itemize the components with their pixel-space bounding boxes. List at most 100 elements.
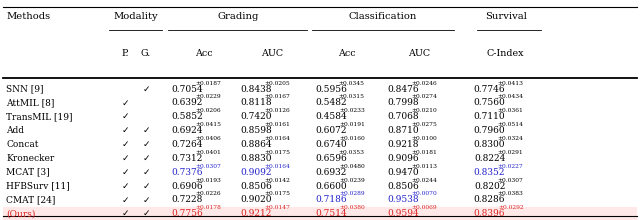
Text: 0.7312: 0.7312 <box>172 154 204 163</box>
Text: $\checkmark$: $\checkmark$ <box>121 168 129 177</box>
Text: 0.9594: 0.9594 <box>387 209 419 218</box>
Text: ±0.0161: ±0.0161 <box>264 122 290 127</box>
Text: ±0.0380: ±0.0380 <box>339 205 365 210</box>
Bar <box>3 207 637 220</box>
Text: ±0.0100: ±0.0100 <box>412 136 437 141</box>
Text: $\checkmark$: $\checkmark$ <box>142 154 150 163</box>
Text: AttMIL [8]: AttMIL [8] <box>6 99 55 107</box>
Text: 0.6596: 0.6596 <box>315 154 347 163</box>
Text: ±0.0315: ±0.0315 <box>339 94 365 99</box>
Text: ±0.0164: ±0.0164 <box>264 136 290 141</box>
Text: MCAT [3]: MCAT [3] <box>6 168 50 177</box>
Text: ±0.0275: ±0.0275 <box>412 122 437 127</box>
Text: ±0.0226: ±0.0226 <box>196 191 221 196</box>
Text: 0.7420: 0.7420 <box>240 112 272 121</box>
Text: 0.7514: 0.7514 <box>315 209 347 218</box>
Text: ±0.0415: ±0.0415 <box>195 122 221 127</box>
Text: 0.8506: 0.8506 <box>240 182 272 191</box>
Text: ±0.0206: ±0.0206 <box>196 108 221 113</box>
Text: 0.5482: 0.5482 <box>315 99 347 107</box>
Text: 0.7186: 0.7186 <box>315 196 347 204</box>
Text: ±0.0413: ±0.0413 <box>497 81 524 86</box>
Text: 0.6072: 0.6072 <box>315 126 347 135</box>
Text: ±0.0244: ±0.0244 <box>412 178 437 183</box>
Text: Modality: Modality <box>113 12 157 21</box>
Text: 0.7376: 0.7376 <box>172 168 204 177</box>
Text: ±0.0246: ±0.0246 <box>412 81 437 86</box>
Text: 0.8476: 0.8476 <box>387 85 419 94</box>
Text: 0.6906: 0.6906 <box>172 182 204 191</box>
Text: SNN [9]: SNN [9] <box>6 85 44 94</box>
Text: 0.8300: 0.8300 <box>474 140 506 149</box>
Text: 0.7960: 0.7960 <box>474 126 506 135</box>
Text: ±0.0274: ±0.0274 <box>412 94 437 99</box>
Text: 0.9212: 0.9212 <box>240 209 272 218</box>
Text: ±0.0191: ±0.0191 <box>339 122 365 127</box>
Text: $\checkmark$: $\checkmark$ <box>121 209 129 218</box>
Text: $\checkmark$: $\checkmark$ <box>121 154 129 163</box>
Text: ±0.0514: ±0.0514 <box>497 122 524 127</box>
Text: 0.7998: 0.7998 <box>387 99 419 107</box>
Text: ±0.0233: ±0.0233 <box>339 108 365 113</box>
Text: ±0.0187: ±0.0187 <box>196 81 221 86</box>
Text: 0.8830: 0.8830 <box>240 154 272 163</box>
Text: AUC: AUC <box>408 50 430 58</box>
Text: ±0.0434: ±0.0434 <box>497 94 524 99</box>
Text: 0.7068: 0.7068 <box>387 112 419 121</box>
Text: $\checkmark$: $\checkmark$ <box>142 182 150 191</box>
Text: Concat: Concat <box>6 140 39 149</box>
Text: 0.6740: 0.6740 <box>315 140 347 149</box>
Text: ±0.0175: ±0.0175 <box>264 191 290 196</box>
Text: ±0.0227: ±0.0227 <box>498 164 524 169</box>
Text: ±0.0113: ±0.0113 <box>411 164 437 169</box>
Text: Methods: Methods <box>6 12 51 21</box>
Text: 0.6392: 0.6392 <box>172 99 204 107</box>
Text: ±0.0291: ±0.0291 <box>498 150 524 155</box>
Text: (Ours): (Ours) <box>6 209 36 218</box>
Text: 0.7746: 0.7746 <box>474 85 506 94</box>
Text: 0.9092: 0.9092 <box>240 168 272 177</box>
Text: ±0.0292: ±0.0292 <box>498 205 524 210</box>
Text: $\checkmark$: $\checkmark$ <box>121 196 129 204</box>
Text: ±0.0193: ±0.0193 <box>196 178 221 183</box>
Text: 0.9096: 0.9096 <box>387 154 419 163</box>
Text: $\checkmark$: $\checkmark$ <box>142 196 150 204</box>
Text: ±0.0210: ±0.0210 <box>412 108 437 113</box>
Text: $\checkmark$: $\checkmark$ <box>142 168 150 177</box>
Text: 0.8864: 0.8864 <box>240 140 272 149</box>
Text: $\checkmark$: $\checkmark$ <box>142 126 150 135</box>
Text: HFBSurv [11]: HFBSurv [11] <box>6 182 70 191</box>
Text: ±0.0353: ±0.0353 <box>339 150 365 155</box>
Text: Grading: Grading <box>217 12 259 21</box>
Text: ±0.0324: ±0.0324 <box>498 136 524 141</box>
Text: $\checkmark$: $\checkmark$ <box>142 85 150 94</box>
Text: P.: P. <box>121 50 129 58</box>
Text: $\checkmark$: $\checkmark$ <box>121 182 129 191</box>
Text: 0.8202: 0.8202 <box>474 182 506 191</box>
Text: ±0.0147: ±0.0147 <box>264 205 290 210</box>
Text: 0.9218: 0.9218 <box>387 140 419 149</box>
Text: 0.5956: 0.5956 <box>315 85 347 94</box>
Text: ±0.0069: ±0.0069 <box>412 205 437 210</box>
Text: 0.6924: 0.6924 <box>172 126 204 135</box>
Text: Acc: Acc <box>338 50 356 58</box>
Text: ±0.0167: ±0.0167 <box>264 94 290 99</box>
Text: ±0.0070: ±0.0070 <box>412 191 437 196</box>
Text: 0.9538: 0.9538 <box>387 196 419 204</box>
Text: Kronecker: Kronecker <box>6 154 54 163</box>
Text: ±0.0307: ±0.0307 <box>196 164 221 169</box>
Text: ±0.0383: ±0.0383 <box>498 191 524 196</box>
Text: Survival: Survival <box>484 12 527 21</box>
Text: ±0.0164: ±0.0164 <box>264 164 290 169</box>
Text: CMAT [24]: CMAT [24] <box>6 196 56 204</box>
Text: 0.6932: 0.6932 <box>315 168 347 177</box>
Text: ±0.0239: ±0.0239 <box>339 178 365 183</box>
Text: $\checkmark$: $\checkmark$ <box>121 126 129 135</box>
Text: $\checkmark$: $\checkmark$ <box>142 209 150 218</box>
Text: $\checkmark$: $\checkmark$ <box>142 140 150 149</box>
Text: 0.7054: 0.7054 <box>172 85 204 94</box>
Text: 0.8224: 0.8224 <box>474 154 506 163</box>
Text: ±0.0401: ±0.0401 <box>196 150 221 155</box>
Text: ±0.0181: ±0.0181 <box>412 150 437 155</box>
Text: 0.8506: 0.8506 <box>387 182 419 191</box>
